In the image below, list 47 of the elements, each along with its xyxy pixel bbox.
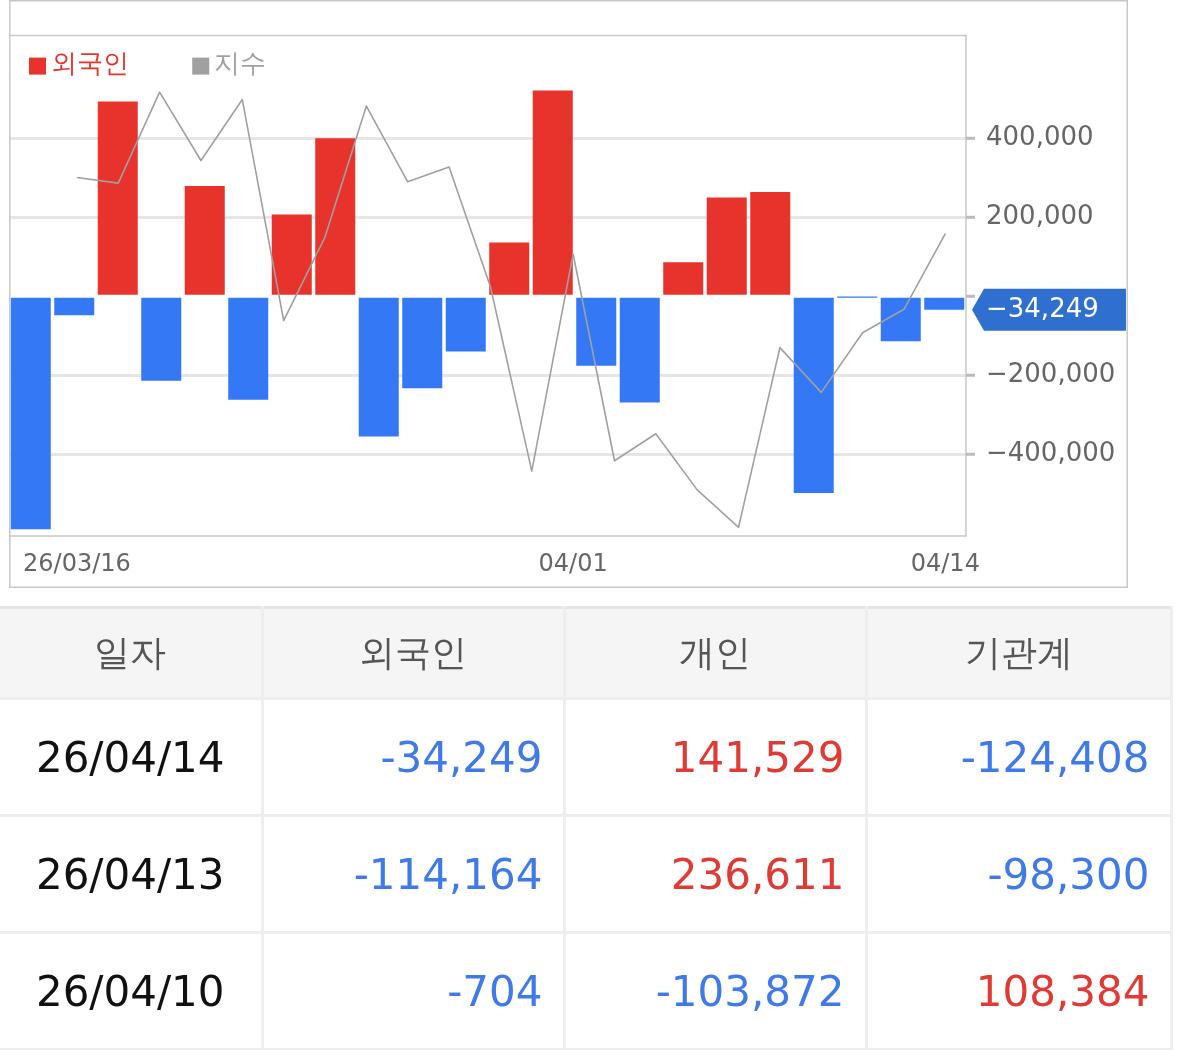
- text: -34,249: [380, 732, 543, 782]
- y-tick-label: 400,000: [986, 121, 1094, 152]
- text: −34,249: [986, 292, 1099, 323]
- y-tick-label: −400,000: [986, 437, 1116, 467]
- text: -98,300: [987, 849, 1150, 899]
- category-label: 26/04/14: [35, 732, 225, 782]
- text: -114,164: [353, 849, 543, 899]
- text: -124,408: [960, 732, 1150, 782]
- bar: [184, 186, 225, 295]
- bar: [663, 262, 704, 295]
- bar: [924, 297, 965, 310]
- bar: [706, 197, 747, 295]
- text: -103,872: [655, 966, 845, 1016]
- bar: [54, 297, 95, 316]
- bar: [750, 192, 791, 295]
- bar: [445, 297, 486, 352]
- category-label: 기관계: [866, 607, 1171, 699]
- text: -704: [447, 966, 543, 1016]
- category-label: 외국인: [262, 607, 564, 699]
- y-tick-label: −200,000: [986, 358, 1116, 389]
- legend-label: 지수: [214, 48, 267, 79]
- x-tick-label: 04/14: [910, 548, 980, 577]
- text: 236,611: [670, 849, 845, 899]
- bar: [358, 297, 399, 437]
- bar: [10, 297, 51, 530]
- bar: [315, 138, 356, 295]
- category-label: 개인: [564, 607, 866, 699]
- bar: [402, 297, 443, 389]
- bar: [619, 297, 660, 403]
- x-tick-label: 26/03/16: [23, 548, 131, 577]
- y-tick-label: 200,000: [986, 200, 1094, 231]
- x-tick-label: 04/01: [538, 548, 608, 577]
- legend-label: 외국인: [51, 48, 129, 79]
- bar: [880, 297, 921, 342]
- text: 141,529: [670, 732, 845, 782]
- category-label: 일자: [0, 607, 262, 699]
- bar: [793, 297, 834, 493]
- bar: [489, 242, 530, 295]
- bar: [141, 297, 182, 381]
- category-label: 26/04/10: [35, 966, 225, 1016]
- category-label: 26/04/13: [35, 849, 225, 899]
- bar: [97, 101, 138, 295]
- bar: [228, 297, 269, 400]
- bar: [576, 297, 617, 366]
- bar: [271, 214, 312, 295]
- bar: [532, 90, 573, 295]
- text: 108,384: [975, 966, 1150, 1016]
